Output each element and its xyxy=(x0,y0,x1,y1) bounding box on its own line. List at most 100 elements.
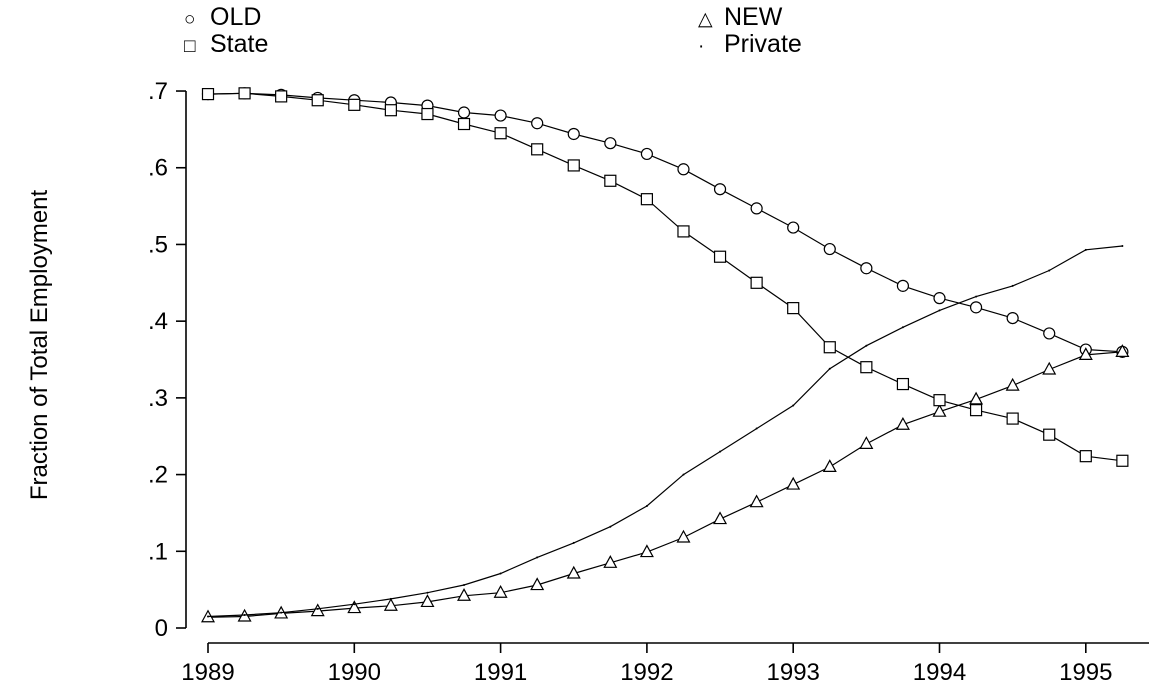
data-point-private xyxy=(1048,270,1050,272)
data-point-private xyxy=(719,451,721,453)
data-point-old xyxy=(715,184,726,195)
data-point-state xyxy=(897,379,908,390)
data-point-state xyxy=(861,362,872,373)
data-point-private xyxy=(1012,285,1014,287)
data-point-old xyxy=(641,148,652,159)
data-point-private xyxy=(244,614,246,616)
legend-label-state: State xyxy=(210,30,268,58)
x-tick-label: 1995 xyxy=(1059,659,1112,686)
data-point-state xyxy=(532,144,543,155)
data-point-state xyxy=(641,194,652,205)
data-point-state xyxy=(239,88,250,99)
data-point-state xyxy=(568,160,579,171)
data-point-private xyxy=(280,612,282,614)
data-point-state xyxy=(605,175,616,186)
data-point-state xyxy=(312,95,323,106)
series-line-old xyxy=(208,93,1122,352)
data-point-old xyxy=(1044,328,1055,339)
x-tick-label: 1994 xyxy=(913,659,966,686)
series-line-private xyxy=(208,246,1122,617)
legend-label-old: OLD xyxy=(210,3,261,31)
data-point-private xyxy=(829,368,831,370)
data-point-old xyxy=(1007,313,1018,324)
data-point-old xyxy=(568,128,579,139)
data-point-private xyxy=(975,296,977,298)
circle-marker-icon: ○ xyxy=(184,7,210,33)
x-tick-label: 1989 xyxy=(181,659,234,686)
data-point-old xyxy=(459,107,470,118)
data-point-state xyxy=(824,342,835,353)
data-point-old xyxy=(971,302,982,313)
data-point-new xyxy=(714,513,726,524)
data-point-private xyxy=(609,526,611,528)
data-point-old xyxy=(678,164,689,175)
data-point-private xyxy=(756,428,758,430)
data-point-state xyxy=(715,251,726,262)
series-line-new xyxy=(208,352,1122,618)
legend-label-private: Private xyxy=(724,30,802,58)
data-point-state xyxy=(422,109,433,120)
data-point-private xyxy=(682,474,684,476)
data-point-old xyxy=(532,118,543,129)
data-point-private xyxy=(1121,245,1123,247)
data-point-old xyxy=(788,222,799,233)
data-point-state xyxy=(934,395,945,406)
data-point-state xyxy=(788,303,799,314)
data-point-old xyxy=(897,280,908,291)
x-tick-label: 1990 xyxy=(328,659,381,686)
data-point-private xyxy=(207,615,209,617)
data-point-old xyxy=(495,110,506,121)
data-point-old xyxy=(934,293,945,304)
dot-marker-icon: · xyxy=(698,34,724,60)
data-point-old xyxy=(861,263,872,274)
data-point-private xyxy=(390,598,392,600)
data-point-state xyxy=(459,119,470,130)
legend-item-old: ○ OLD xyxy=(184,4,261,33)
data-point-state xyxy=(385,105,396,116)
y-tick-label: .7 xyxy=(148,78,168,105)
data-point-new xyxy=(312,605,324,616)
data-point-state xyxy=(1080,451,1091,462)
data-point-state xyxy=(971,405,982,416)
data-point-new xyxy=(824,460,836,471)
data-point-private xyxy=(902,326,904,328)
y-tick-label: .5 xyxy=(148,231,168,258)
data-point-new xyxy=(1043,363,1055,374)
data-point-private xyxy=(500,573,502,575)
data-point-private xyxy=(1085,249,1087,251)
data-point-state xyxy=(1044,429,1055,440)
data-point-old xyxy=(824,244,835,255)
data-point-private xyxy=(317,608,319,610)
data-point-state xyxy=(203,89,214,100)
data-point-new xyxy=(787,478,799,489)
series-line-state xyxy=(208,93,1122,461)
legend-label-new: NEW xyxy=(724,3,782,31)
data-point-new xyxy=(751,496,763,507)
y-tick-label: .4 xyxy=(148,308,168,335)
data-point-state xyxy=(276,91,287,102)
data-point-state xyxy=(678,226,689,237)
data-point-new xyxy=(458,589,470,600)
data-point-private xyxy=(353,603,355,605)
triangle-marker-icon: △ xyxy=(698,7,724,33)
legend-item-new: △ NEW xyxy=(698,4,782,33)
data-point-private xyxy=(792,405,794,407)
data-point-old xyxy=(605,138,616,149)
legend-item-private: · Private xyxy=(698,31,802,60)
data-point-new xyxy=(1007,379,1019,390)
y-axis-label: Fraction of Total Employment xyxy=(26,190,54,500)
y-tick-label: 0 xyxy=(155,615,168,642)
y-tick-label: .3 xyxy=(148,385,168,412)
data-point-private xyxy=(463,584,465,586)
x-tick-label: 1992 xyxy=(620,659,673,686)
data-point-old xyxy=(751,203,762,214)
data-point-new xyxy=(860,437,872,448)
data-point-private xyxy=(536,556,538,558)
y-tick-label: .6 xyxy=(148,155,168,182)
y-tick-label: .1 xyxy=(148,538,168,565)
data-point-state xyxy=(349,99,360,110)
data-point-private xyxy=(646,505,648,507)
x-tick-label: 1991 xyxy=(474,659,527,686)
legend-item-state: □ State xyxy=(184,31,268,60)
